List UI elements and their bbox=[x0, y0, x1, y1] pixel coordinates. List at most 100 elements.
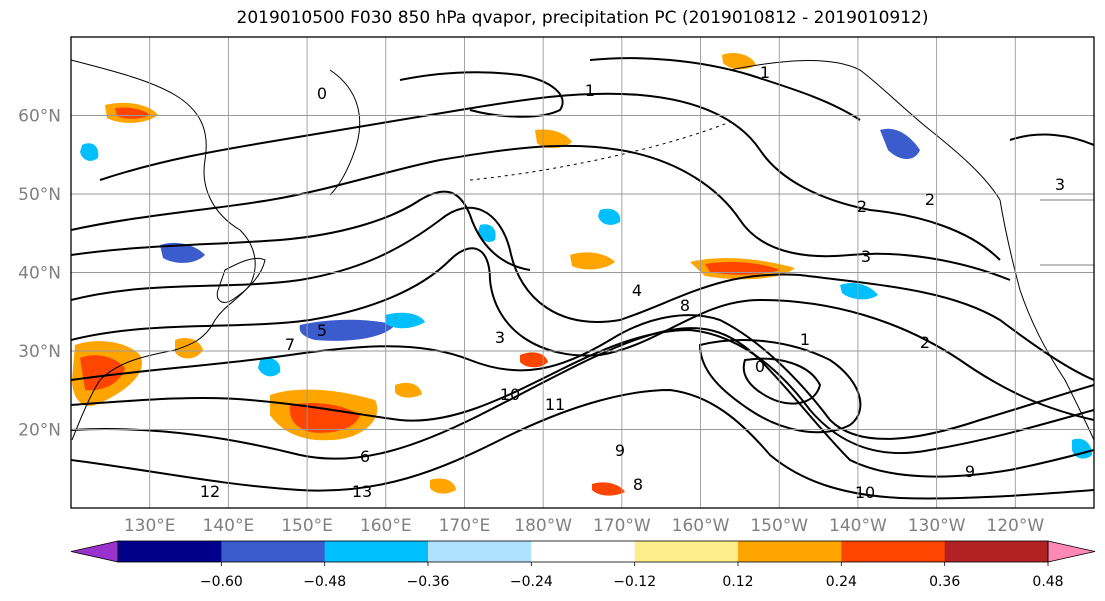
contour-value-label: 7 bbox=[285, 335, 295, 354]
colorbar-segment bbox=[841, 541, 946, 562]
precip-negative-region bbox=[385, 312, 425, 329]
contour-line bbox=[399, 71, 564, 118]
longitude-label: 140°W bbox=[829, 516, 887, 536]
contour-value-label: 1 bbox=[760, 63, 770, 82]
precip-positive-region bbox=[520, 352, 548, 368]
coastline-north-america bbox=[999, 199, 1094, 441]
precip-negative-region bbox=[840, 283, 878, 300]
contour-line bbox=[1009, 133, 1094, 146]
colorbar-tick-label: 0.48 bbox=[1032, 574, 1063, 590]
contour-line bbox=[71, 190, 531, 271]
map-frame bbox=[70, 36, 1095, 509]
latitude-label: 20°N bbox=[18, 421, 61, 441]
contour-value-label: 1 bbox=[800, 330, 810, 349]
longitude-labels: 130°E 140°E 150°E 160°E 170°E 180°W 170°W 160°W… bbox=[124, 516, 1045, 536]
map-title: 2019010500 F030 850 hPa qvapor, precipit… bbox=[236, 8, 929, 28]
contour-value-label: 2 bbox=[920, 333, 930, 352]
contour-line bbox=[589, 57, 861, 121]
contour-line bbox=[71, 247, 1094, 421]
precip-positive-region bbox=[80, 355, 125, 391]
colorbar-segment bbox=[118, 541, 222, 562]
longitude-label: 150°E bbox=[281, 516, 333, 536]
contour-value-label: 3 bbox=[495, 328, 505, 347]
precip-positive-region bbox=[430, 478, 456, 494]
contour-value-label: 12 bbox=[200, 482, 220, 501]
qvapor-contours bbox=[71, 57, 1094, 500]
colorbar-tick-label: −0.12 bbox=[613, 574, 656, 590]
longitude-label: 180°W bbox=[514, 516, 572, 536]
colorbar-tick-label: −0.60 bbox=[200, 574, 243, 590]
colorbar-segment bbox=[531, 541, 636, 562]
longitude-label: 140°E bbox=[203, 516, 255, 536]
contour-value-label: 8 bbox=[680, 296, 690, 315]
coastline-alaska bbox=[729, 60, 1001, 201]
colorbar-tick-label: −0.24 bbox=[510, 574, 553, 590]
colorbar-tick-label: −0.48 bbox=[303, 574, 346, 590]
contour-line bbox=[99, 92, 1001, 261]
longitude-label: 130°W bbox=[908, 516, 966, 536]
precip-positive-region bbox=[570, 252, 615, 270]
precip-positive-region bbox=[175, 338, 203, 359]
precip-anomaly-shading bbox=[72, 53, 1092, 496]
colorbar-segment bbox=[944, 541, 1049, 562]
contour-line bbox=[71, 328, 1094, 454]
contour-value-label: 10 bbox=[500, 385, 520, 404]
contour-value-label: 4 bbox=[632, 281, 642, 300]
contour-line bbox=[71, 314, 1094, 440]
colorbar-segment bbox=[221, 541, 326, 562]
precip-negative-region bbox=[299, 319, 395, 341]
contour-value-label: 1 bbox=[585, 81, 595, 100]
latitude-label: 30°N bbox=[18, 342, 61, 362]
precip-negative-region bbox=[598, 208, 621, 225]
colorbar-segment bbox=[738, 541, 842, 562]
precip-negative-region bbox=[80, 143, 99, 161]
contour-line bbox=[71, 327, 1094, 478]
precip-positive-region bbox=[115, 107, 150, 119]
contour-value-label: 8 bbox=[633, 475, 643, 494]
precip-positive-region bbox=[705, 262, 780, 275]
border-canada-us bbox=[1040, 199, 1094, 266]
contour-line bbox=[742, 357, 822, 405]
precip-negative-region bbox=[160, 242, 205, 263]
contour-line bbox=[71, 388, 1094, 500]
precip-negative-region bbox=[258, 358, 281, 377]
contour-line bbox=[698, 339, 862, 434]
colorbar-segment bbox=[634, 541, 739, 562]
aleutian-islands bbox=[469, 119, 736, 181]
latitude-label: 60°N bbox=[18, 107, 61, 127]
colorbar-segment bbox=[324, 541, 429, 562]
contour-value-label: 3 bbox=[1055, 175, 1065, 194]
contour-value-label: 2 bbox=[857, 197, 867, 216]
contour-value-label: 0 bbox=[317, 84, 327, 103]
longitude-label: 150°W bbox=[750, 516, 808, 536]
contour-value-label: 9 bbox=[965, 462, 975, 481]
colorbar-segment bbox=[428, 541, 532, 562]
longitude-label: 170°W bbox=[593, 516, 651, 536]
coastline-kamchatka bbox=[329, 69, 361, 196]
colorbar-tick-labels: −0.60 −0.48 −0.36 −0.24 −0.12 0.12 0.24 0.36 0.4… bbox=[200, 562, 1064, 590]
contour-value-label: 5 bbox=[317, 321, 327, 340]
contour-value-label: 3 bbox=[861, 247, 871, 266]
colorbar-tick-label: −0.36 bbox=[407, 574, 450, 590]
contour-value-label: 11 bbox=[545, 395, 565, 414]
precip-positive-region bbox=[535, 129, 572, 149]
precip-negative-region bbox=[880, 128, 920, 159]
longitude-label: 160°W bbox=[672, 516, 730, 536]
longitude-label: 170°E bbox=[439, 516, 491, 536]
colorbar-outline bbox=[117, 540, 1049, 563]
colorbar-tick-label: 0.24 bbox=[826, 574, 857, 590]
contour-value-label: 6 bbox=[360, 447, 370, 466]
latitude-label: 40°N bbox=[18, 264, 61, 284]
colorbar-extend-low bbox=[70, 540, 119, 563]
contour-value-label: 13 bbox=[352, 482, 372, 501]
contour-value-label: 2 bbox=[925, 190, 935, 209]
colorbar-tick-label: 0.12 bbox=[722, 574, 753, 590]
coastline-asia bbox=[71, 59, 256, 441]
colorbar bbox=[70, 540, 1096, 563]
precip-positive-region bbox=[395, 382, 422, 398]
longitude-label: 120°W bbox=[986, 516, 1044, 536]
latitude-label: 50°N bbox=[18, 185, 61, 205]
contour-value-label: 10 bbox=[855, 483, 875, 502]
